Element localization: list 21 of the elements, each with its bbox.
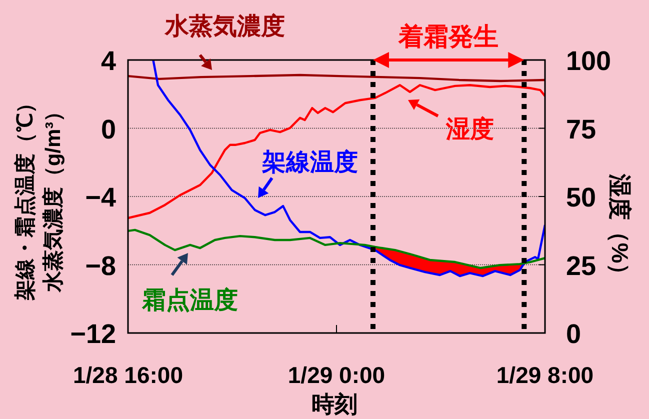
- series-label: 架線温度: [261, 149, 358, 176]
- y2-tick-label: 50: [566, 182, 596, 212]
- y2-tick-label: 100: [566, 46, 612, 76]
- y2-tick-label: 0: [566, 319, 582, 349]
- text: 着霜発生: [398, 23, 499, 51]
- y-axis-title: 架線・霜点温度（℃）水蒸気濃度（g/m³）: [13, 92, 65, 302]
- y2-axis-title: 湿度（%）: [607, 172, 633, 286]
- legend-label: 湿度: [445, 116, 494, 143]
- x-tick-label: 1/29 8:00: [496, 362, 594, 388]
- x-axis-title: 時刻: [312, 391, 358, 417]
- y2-tick-label: 25: [566, 250, 596, 281]
- y2-tick-label: 75: [566, 114, 596, 144]
- series-label: 霜点温度: [141, 287, 238, 314]
- y-tick-label: 0: [100, 114, 116, 144]
- y-tick-label: −8: [85, 250, 116, 281]
- x-tick-label: 1/29 0:00: [288, 362, 386, 388]
- y-tick-label: −12: [70, 319, 116, 349]
- series-label: 水蒸気濃度: [164, 13, 285, 40]
- y-tick-label: 4: [100, 46, 116, 76]
- x-tick-label: 1/28 16:00: [73, 362, 183, 388]
- y-tick-label: −4: [85, 182, 116, 212]
